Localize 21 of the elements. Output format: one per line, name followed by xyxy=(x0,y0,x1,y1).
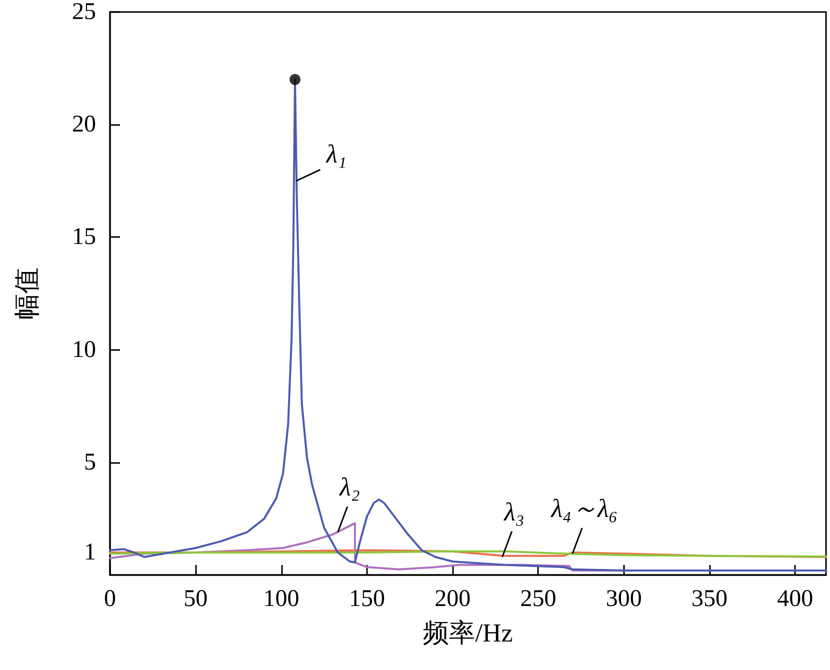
x-tick-label: 300 xyxy=(606,586,642,612)
y-tick-label: 5 xyxy=(84,449,96,476)
x-tick-label: 150 xyxy=(348,586,385,612)
x-tick-label: 250 xyxy=(520,586,556,612)
y-tick-label: 1 xyxy=(84,539,96,566)
annotation: λ₂ xyxy=(338,472,360,502)
y-tick-label: 20 xyxy=(72,112,96,138)
x-tick-label: 50 xyxy=(184,586,208,612)
x-axis-title: 频率/Hz xyxy=(423,618,513,648)
y-tick-label: 10 xyxy=(72,336,96,363)
y-axis-title: 幅值 xyxy=(12,268,42,320)
x-tick-label: 0 xyxy=(104,586,116,612)
x-tick-label: 350 xyxy=(692,586,728,612)
annotation: λ₄～λ₆ xyxy=(550,494,618,524)
x-tick-label: 400 xyxy=(777,586,814,612)
x-tick-label: 100 xyxy=(263,586,300,612)
y-tick-label: 15 xyxy=(72,224,96,250)
y-tick-label: 25 xyxy=(72,0,96,25)
annotation: λ₁ xyxy=(325,139,347,168)
annotation: λ₃ xyxy=(503,497,524,526)
x-tick-label: 200 xyxy=(434,586,471,612)
